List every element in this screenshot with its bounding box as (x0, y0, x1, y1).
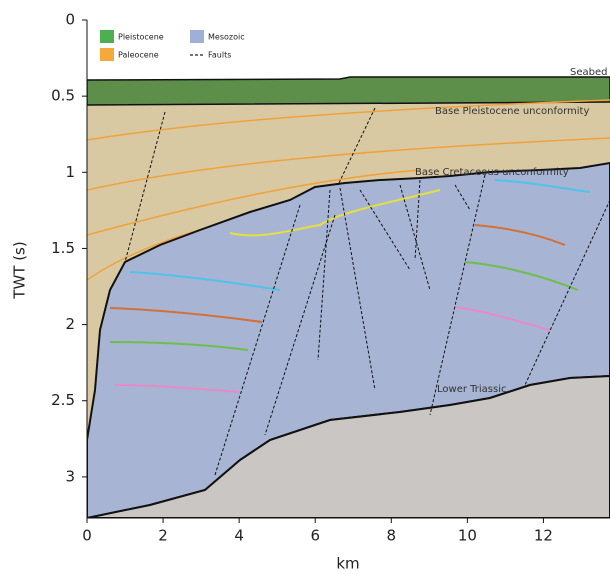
pleistocene-band (87, 77, 610, 105)
y-tick-label: 2.5 (51, 391, 75, 409)
legend: Pleistocene Paleocene Mesozoic Faults (95, 25, 270, 69)
legend-label: Paleocene (118, 51, 159, 60)
legend-swatch (100, 48, 114, 61)
chart: Pleistocene Paleocene Mesozoic Faults Se… (0, 0, 610, 575)
annotation: Base Pleistocene unconformity (435, 106, 589, 117)
x-tick-label: 12 (534, 527, 553, 545)
y-tick-label: 3 (65, 467, 75, 485)
x-tick-label: 0 (82, 527, 92, 545)
annotation: Lower Triassic (437, 384, 507, 395)
legend-swatch (100, 30, 114, 43)
section-image (87, 77, 610, 518)
x-tick-label: 8 (387, 527, 397, 545)
legend-label: Faults (208, 51, 231, 60)
y-tick-label: 0.5 (51, 87, 75, 105)
x-tick-label: 2 (158, 527, 168, 545)
y-tick-label: 1.5 (51, 239, 75, 257)
legend-label: Pleistocene (118, 33, 164, 42)
annotation: Base Cretaceous unconformity (415, 167, 569, 178)
x-tick-label: 6 (310, 527, 320, 545)
x-tick-label: 4 (234, 527, 244, 545)
y-tick-label: 0 (65, 11, 75, 29)
annotation: Seabed (570, 67, 607, 78)
y-tick-label: 1 (65, 163, 75, 181)
legend-label: Mesozoic (208, 33, 245, 42)
x-tick-label: 10 (458, 527, 477, 545)
y-axis-label: TWT (s) (11, 241, 29, 299)
legend-swatch (190, 30, 204, 43)
y-tick-label: 2 (65, 315, 75, 333)
x-axis-label: km (336, 555, 359, 573)
